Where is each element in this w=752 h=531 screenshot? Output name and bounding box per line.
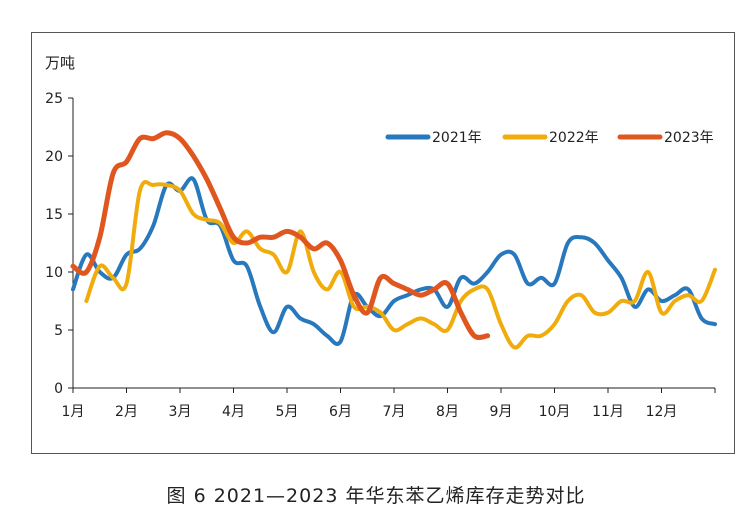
- figure-caption: 图 6 2021—2023 年华东苯乙烯库存走势对比: [166, 485, 586, 507]
- y-tick-label: 20: [45, 149, 63, 165]
- chart-frame: [31, 32, 735, 454]
- legend-label: 2023年: [664, 130, 714, 146]
- series-line-2022年: [84, 180, 717, 350]
- x-tick-label: 8月: [436, 404, 459, 420]
- axes-layer: 0 5 10 15 20 25 1月 2月 3月 4月 5月 6月 7月 8月 9月 10月 11月 12月: [45, 91, 716, 420]
- y-axis-unit-label: 万吨: [45, 54, 75, 72]
- x-tick-label: 9月: [490, 404, 513, 420]
- y-tick-label: 10: [45, 265, 63, 281]
- x-tick-label: 7月: [383, 404, 406, 420]
- x-tick-label: 2月: [115, 404, 138, 420]
- legend: 2021年 2022年 2023年: [385, 130, 714, 146]
- x-tick-label: 10月: [539, 404, 571, 420]
- x-tick-label: 4月: [222, 404, 245, 420]
- x-tick-label: 1月: [62, 404, 85, 420]
- legend-label: 2021年: [432, 130, 482, 146]
- series-layer: [70, 130, 717, 350]
- inventory-line-chart: 万吨 0 5 10 15 20 25 1月 2月 3月 4月 5月 6月 7月 8月 9月 10月 11月 12月…: [45, 54, 717, 420]
- x-tick-label: 12月: [646, 404, 678, 420]
- x-tick-label: 3月: [169, 404, 192, 420]
- series-line-2023年: [70, 130, 491, 341]
- x-tick-label: 6月: [329, 404, 352, 420]
- x-tick-label: 11月: [592, 404, 624, 420]
- y-tick-label: 0: [54, 381, 63, 397]
- x-tick-label: 5月: [276, 404, 299, 420]
- series-line-2021年: [71, 176, 717, 346]
- y-tick-label: 5: [54, 323, 63, 339]
- legend-label: 2022年: [549, 130, 599, 146]
- y-tick-label: 15: [45, 207, 63, 223]
- y-tick-label: 25: [45, 91, 63, 107]
